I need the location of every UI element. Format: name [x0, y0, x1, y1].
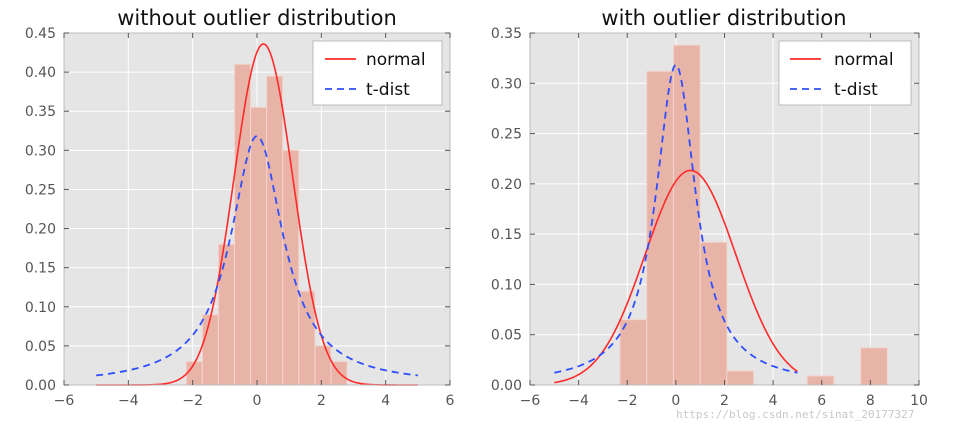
chart-title: with outlier distribution: [601, 6, 846, 30]
histogram-bar: [646, 70, 674, 386]
y-tick-label: 0.45: [25, 26, 56, 42]
histogram-bar: [250, 106, 268, 386]
chart-without-outlier: −6 −4 −2 0 2 4 6 0.00 0.05 0.10 0.15 0.20 0.25 0.30 0.…: [25, 6, 455, 409]
series-lines: [554, 63, 798, 384]
x-tick-label: −6: [520, 393, 541, 409]
legend: normal t-dist: [312, 40, 443, 106]
histogram-bar: [726, 370, 755, 386]
legend-label-t-dist: t-dist: [834, 80, 878, 100]
histogram-bar: [233, 63, 252, 386]
y-tick-label: 0.10: [491, 277, 522, 293]
legend-box: [778, 40, 912, 106]
chart-title: without outlier distribution: [117, 6, 397, 30]
y-tick-label: 0.05: [25, 339, 56, 355]
y-tick-label: 0.40: [25, 65, 56, 81]
x-tick-label: 2: [317, 393, 326, 409]
x-tick-label: −6: [54, 393, 75, 409]
histogram-bar: [619, 319, 648, 386]
y-tick-label: 0.20: [491, 177, 522, 193]
legend-label-t-dist: t-dist: [366, 80, 410, 100]
histogram-bar: [201, 314, 219, 386]
chart-with-outlier: −6 −4 −2 0 2 4 6 8 10 0.00 0.05 0.10 0.15 0.20 0.25 0.3…: [491, 6, 928, 409]
histogram-bar: [266, 75, 284, 386]
y-tick-label: 0.30: [25, 143, 56, 159]
legend-label-normal: normal: [834, 50, 894, 70]
x-tick-label: −4: [568, 393, 589, 409]
y-tick-label: 0.35: [25, 104, 56, 120]
histogram-bar: [672, 44, 701, 386]
x-tick-label: 0: [671, 393, 680, 409]
y-tick-label: 0.25: [25, 182, 56, 198]
legend: normal t-dist: [778, 40, 912, 106]
y-tick-label: 0.00: [25, 378, 56, 394]
y-tick-label: 0.10: [25, 300, 56, 316]
y-tick-label: 0.15: [25, 261, 56, 277]
y-tick-label: 0.35: [491, 26, 522, 42]
x-tick-label: 4: [381, 393, 390, 409]
histogram-bar: [298, 290, 316, 386]
legend-box: [312, 40, 443, 106]
axes: −6 −4 −2 0 2 4 6 0.00 0.05 0.10 0.15 0.20 0.25 0.30 0.…: [25, 26, 455, 409]
y-tick-label: 0.30: [491, 76, 522, 92]
x-tick-label: −4: [118, 393, 139, 409]
histogram-bar: [860, 347, 888, 386]
y-tick-label: 0.05: [491, 328, 522, 344]
axes: −6 −4 −2 0 2 4 6 8 10 0.00 0.05 0.10 0.15 0.20 0.25 0.3…: [491, 26, 928, 409]
x-tick-label: 0: [253, 393, 262, 409]
x-tick-label: 8: [866, 393, 875, 409]
legend-label-normal: normal: [366, 50, 426, 70]
x-tick-label: 6: [817, 393, 826, 409]
series-line-t-dist: [96, 135, 418, 377]
y-tick-label: 0.00: [491, 378, 522, 394]
x-tick-label: −2: [182, 393, 203, 409]
x-tick-label: −2: [617, 393, 638, 409]
y-tick-label: 0.25: [491, 127, 522, 143]
y-tick-label: 0.15: [491, 227, 522, 243]
x-tick-label: 2: [720, 393, 729, 409]
histogram-bar: [699, 241, 728, 386]
x-tick-label: 4: [769, 393, 778, 409]
histogram-bar: [185, 361, 203, 386]
x-tick-label: 10: [910, 393, 928, 409]
histogram-bar: [806, 375, 835, 386]
histogram-bar: [314, 345, 332, 386]
watermark-text: https://blog.csdn.net/sinat_20177327: [676, 408, 915, 421]
series-line-normal: [554, 169, 798, 384]
y-tick-label: 0.20: [25, 222, 56, 238]
histogram-bars: [185, 63, 348, 386]
x-tick-label: 6: [446, 393, 455, 409]
